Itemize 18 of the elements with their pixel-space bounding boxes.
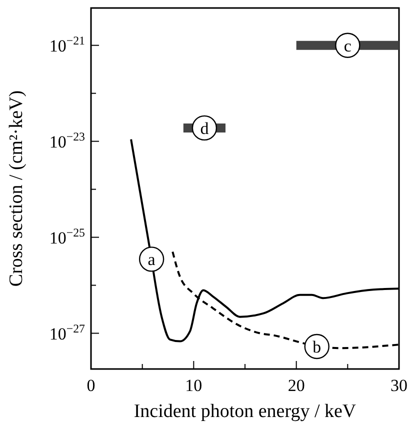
letter-circle: b [304,334,330,360]
annotation: d [200,118,210,138]
x-tick-label: 30 [390,376,408,395]
x-tick-label: 20 [288,376,305,395]
x-tick-label: 0 [86,376,96,395]
y-tick-label: 10$^{−23}$ [49,129,86,152]
annotation: c [344,36,352,56]
x-tick-label: 10 [185,376,202,395]
y-tick-label: 10$^{−27}$ [49,321,86,344]
y-tick-label: 10$^{−21}$ [49,33,86,56]
letter-circle: c [335,32,360,58]
x-axis-title: Incident photon energy / keV [134,401,356,422]
letter-circle: a [138,246,164,272]
y-tick-label: 10$^{−25}$ [49,225,86,248]
annotation: b [312,337,322,356]
y-axis-title: Cross section / (cm²·keV) [6,90,27,287]
letter-circle: d [192,115,218,141]
annotation: a [148,250,156,270]
